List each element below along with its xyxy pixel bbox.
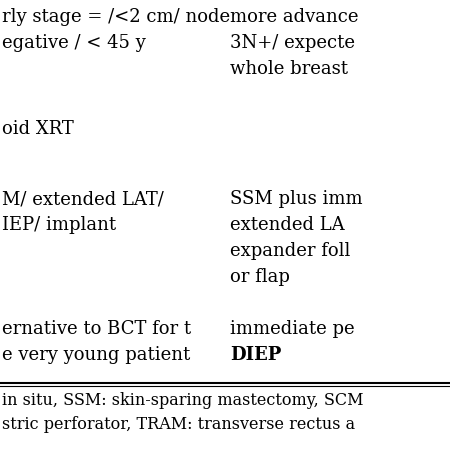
Text: stric perforator, TRAM: transverse rectus a: stric perforator, TRAM: transverse rectu… <box>2 416 355 433</box>
Text: immediate pe: immediate pe <box>230 320 355 338</box>
Text: egative / < 45 y: egative / < 45 y <box>2 34 146 52</box>
Text: 3N+/ expecte: 3N+/ expecte <box>230 34 355 52</box>
Text: ernative to BCT for t: ernative to BCT for t <box>2 320 191 338</box>
Text: DIEP: DIEP <box>230 346 281 364</box>
Text: more advance: more advance <box>230 8 359 26</box>
Text: IEP/ implant: IEP/ implant <box>2 216 116 234</box>
Text: oid XRT: oid XRT <box>2 120 74 138</box>
Text: extended LA: extended LA <box>230 216 345 234</box>
Text: M/ extended LAT/: M/ extended LAT/ <box>2 190 164 208</box>
Text: e very young patient: e very young patient <box>2 346 190 364</box>
Text: expander foll: expander foll <box>230 242 351 260</box>
Text: or flap: or flap <box>230 268 290 286</box>
Text: whole breast: whole breast <box>230 60 348 78</box>
Text: SSM plus imm: SSM plus imm <box>230 190 363 208</box>
Text: rly stage = /<2 cm/ node: rly stage = /<2 cm/ node <box>2 8 230 26</box>
Text: in situ, SSM: skin-sparing mastectomy, SCM: in situ, SSM: skin-sparing mastectomy, S… <box>2 392 364 409</box>
